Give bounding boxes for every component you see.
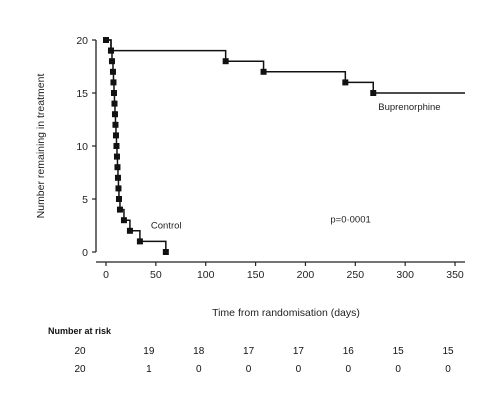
y-tick-label: 10 [76, 141, 88, 153]
risk-cell: 20 [74, 346, 86, 357]
series-layer [103, 37, 465, 255]
series-control [103, 37, 169, 255]
data-point [370, 90, 377, 96]
data-point [162, 249, 169, 255]
x-tick-label: 150 [247, 269, 265, 281]
risk-cell: 17 [292, 346, 304, 357]
annotation-label: Control [151, 221, 182, 232]
y-tick-label: 20 [76, 35, 88, 47]
risk-cell: 0 [395, 364, 401, 375]
risk-cell: 18 [193, 346, 205, 357]
data-point [103, 37, 109, 43]
y-tick-label: 15 [76, 88, 88, 100]
risk-cell: 0 [295, 364, 302, 375]
x-tick-label: 50 [150, 269, 162, 281]
x-tick-label: 350 [446, 269, 464, 281]
data-point [107, 47, 114, 54]
y-tick-label: 0 [82, 247, 88, 259]
data-point [115, 196, 122, 202]
data-point [260, 68, 267, 75]
x-tick-label: 0 [103, 269, 109, 281]
risk-cell: 16 [342, 346, 354, 357]
risk-cell: 20 [74, 364, 86, 375]
risk-cell: 17 [243, 346, 255, 357]
data-point [110, 90, 117, 96]
data-point [136, 238, 143, 245]
data-point [114, 174, 121, 181]
risk-cell: 0 [195, 364, 202, 375]
data-point [111, 111, 118, 118]
data-point [110, 79, 117, 86]
risk-row-buprenorphine: 20 19 18 17 17 16 15 15 [0, 346, 499, 360]
x-axis-title: Time from randomisation (days) [212, 307, 360, 319]
data-point [342, 79, 349, 86]
data-point [109, 68, 116, 75]
risk-cell: 15 [392, 346, 404, 357]
series-line [106, 39, 465, 94]
x-tick-label: 250 [347, 269, 365, 281]
data-point [126, 227, 133, 234]
annotation-layer: Buprenorphine Control p=0·0001 [151, 102, 441, 232]
data-point [112, 132, 119, 139]
x-tick-label: 300 [396, 269, 414, 281]
y-tick-label: 5 [82, 194, 88, 206]
data-point [112, 121, 119, 128]
annotation-label: p=0·0001 [330, 214, 370, 225]
risk-cell: 0 [345, 364, 352, 375]
data-point [115, 185, 122, 192]
y-axis-title: Number remaining in treatment [35, 74, 47, 219]
risk-row-control: 20 1 0 0 0 0 0 0 [0, 364, 499, 378]
risk-cell: 1 [146, 364, 152, 375]
data-point [116, 206, 123, 213]
data-point [222, 58, 229, 65]
data-point [113, 143, 120, 149]
risk-cell: 0 [245, 364, 252, 375]
x-tick-label: 100 [197, 269, 215, 281]
data-point [113, 153, 120, 160]
data-point [108, 58, 115, 65]
risk-table-title: Number at risk [48, 326, 112, 336]
annotation-label: Buprenorphine [378, 102, 440, 113]
data-point [111, 100, 118, 107]
x-tick-label: 200 [297, 269, 315, 281]
risk-cell: 15 [442, 346, 454, 357]
data-point [120, 217, 127, 224]
data-point [114, 164, 121, 171]
series-buprenorphine [106, 39, 465, 96]
risk-cell: 19 [143, 346, 155, 357]
risk-cell: 0 [445, 364, 451, 375]
